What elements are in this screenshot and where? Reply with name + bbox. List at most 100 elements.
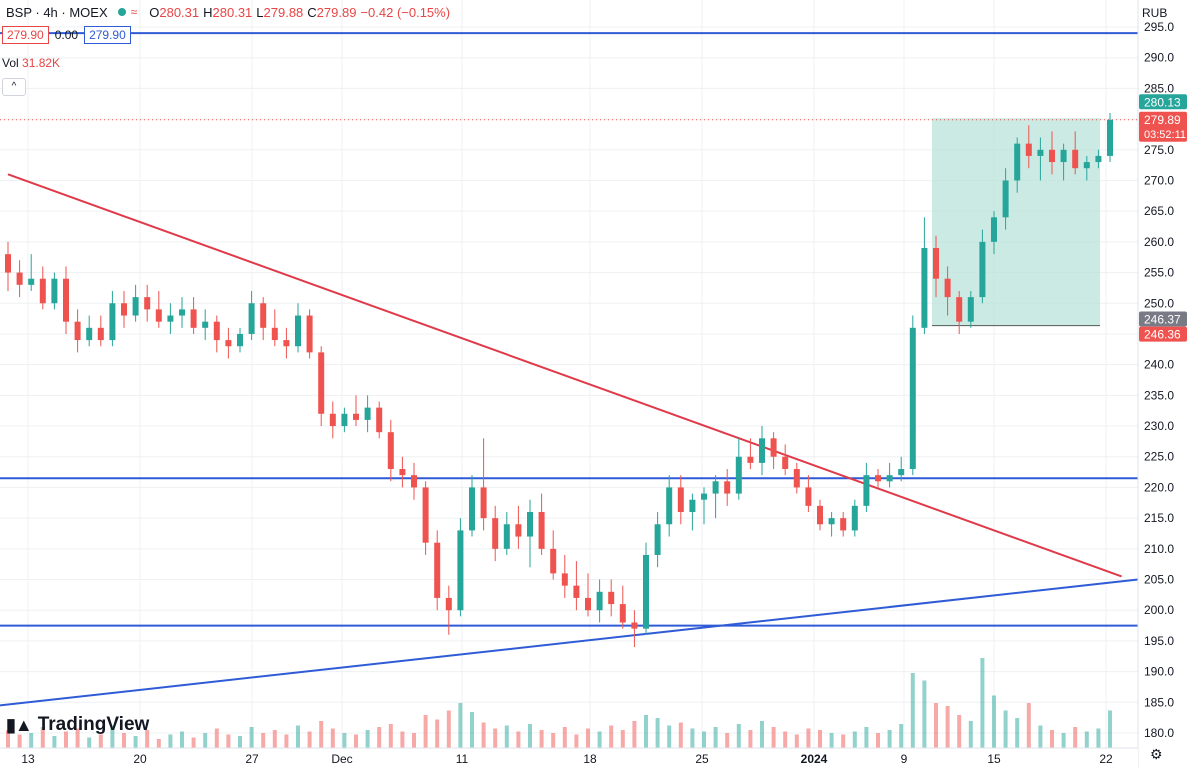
volume-bar <box>1061 733 1066 748</box>
volume-value: 31.82K <box>22 56 61 70</box>
y-tick-label: 225.0 <box>1144 450 1174 464</box>
candle-body <box>735 456 742 494</box>
candle-body <box>179 309 185 316</box>
candle-body <box>828 518 835 525</box>
volume-bar <box>365 730 370 748</box>
candle-body <box>619 604 626 623</box>
symbol-header: BSP · 4h · MOEX ≈ O280.31 H280.31 L279.8… <box>0 0 450 24</box>
volume-bar <box>841 734 846 748</box>
time-axis <box>0 748 1138 768</box>
y-tick-label: 215.0 <box>1144 511 1174 525</box>
candle-body <box>1095 155 1102 163</box>
ohlc-change: −0.42 (−0.15%) <box>360 4 451 20</box>
candle-body <box>596 591 603 611</box>
volume-bar <box>296 725 300 748</box>
y-tick-label: 255.0 <box>1144 266 1174 280</box>
volume-bar <box>586 728 590 748</box>
symbol-title[interactable]: BSP · 4h · MOEX <box>6 4 108 20</box>
x-tick-label: 15 <box>987 752 1001 766</box>
candle-body <box>666 487 673 525</box>
candle-body <box>608 591 615 605</box>
volume-bar <box>887 730 892 748</box>
volume-bar <box>910 673 915 748</box>
candle-body <box>933 248 939 279</box>
price-tag-last: 279.89 <box>1144 113 1181 127</box>
volume-bar <box>551 733 556 748</box>
candle-body <box>1037 149 1044 156</box>
candle-body <box>898 469 905 476</box>
candle-body <box>979 241 986 298</box>
candle-body <box>817 505 823 525</box>
volume-bar <box>354 734 358 748</box>
candle-body <box>1060 149 1067 163</box>
sell-button[interactable]: 279.90 <box>2 26 49 44</box>
volume-bar <box>238 736 242 748</box>
volume-bar <box>1096 728 1101 748</box>
wave-icon: ≈ <box>130 5 138 19</box>
volume-bar <box>655 718 660 748</box>
price-tag-last-bg <box>1139 111 1187 142</box>
candle-body <box>677 487 684 512</box>
y-tick-label: 210.0 <box>1144 542 1174 556</box>
candle-body <box>805 487 812 506</box>
candle-body <box>109 303 116 341</box>
volume-bar <box>678 722 683 748</box>
currency-label[interactable]: RUB <box>1142 6 1168 20</box>
volume-bar <box>377 727 382 748</box>
candle-body <box>1072 149 1079 169</box>
buy-button[interactable]: 279.90 <box>84 26 131 44</box>
volume-bar <box>876 733 880 748</box>
tradingview-logo: ▮▲ TradingView <box>6 714 149 736</box>
y-tick-label: 260.0 <box>1144 235 1174 249</box>
volume-bar <box>1108 710 1112 748</box>
y-tick-label: 235.0 <box>1144 388 1174 402</box>
volume-bar <box>75 728 80 748</box>
volume-bar <box>632 721 637 748</box>
candle-body <box>260 303 267 328</box>
y-tick-label: 250.0 <box>1144 296 1174 310</box>
volume-bar <box>423 715 428 748</box>
volume-bars <box>6 658 1112 748</box>
volume-bar <box>261 733 266 748</box>
volume-bar <box>493 728 498 748</box>
candle-body <box>492 518 499 549</box>
y-tick-label: 290.0 <box>1144 51 1174 65</box>
candle-body <box>851 505 858 531</box>
candle-body <box>341 413 348 427</box>
volume-bar <box>562 727 567 748</box>
volume-bar <box>748 730 753 748</box>
candle-body <box>585 597 591 611</box>
volume-bar <box>412 733 416 748</box>
candle-body <box>1002 180 1009 218</box>
trendline <box>7 173 1122 578</box>
volume-bar <box>528 724 532 748</box>
candle-body <box>956 297 963 322</box>
volume-bar <box>133 736 138 748</box>
x-tick-label: 9 <box>901 752 908 766</box>
ohlc-open: O280.31 <box>149 4 200 20</box>
candle-body <box>5 254 11 273</box>
volume-bar <box>400 731 405 748</box>
volume-bar <box>644 715 648 748</box>
volume-bar <box>760 721 764 748</box>
y-tick-label: 285.0 <box>1144 81 1174 95</box>
candle-body <box>155 309 162 322</box>
candle-body <box>863 475 870 506</box>
volume-bar <box>168 734 173 748</box>
candle-body <box>283 340 290 347</box>
grid <box>0 0 1138 748</box>
chevron-up-icon[interactable]: ^ <box>2 78 26 96</box>
candle-body <box>631 622 638 629</box>
volume-bar <box>284 734 289 748</box>
price-tag-box-top-bg <box>1139 311 1187 327</box>
volume-bar <box>87 737 92 748</box>
volume-bar <box>214 728 219 748</box>
candle-body <box>921 248 928 328</box>
volume-bar <box>934 703 938 748</box>
gear-icon[interactable]: ⚙ <box>1150 746 1163 762</box>
candle-body <box>376 407 383 433</box>
volume-label: Vol <box>2 56 19 70</box>
y-tick-label: 185.0 <box>1144 695 1174 709</box>
candle-body <box>213 321 220 341</box>
